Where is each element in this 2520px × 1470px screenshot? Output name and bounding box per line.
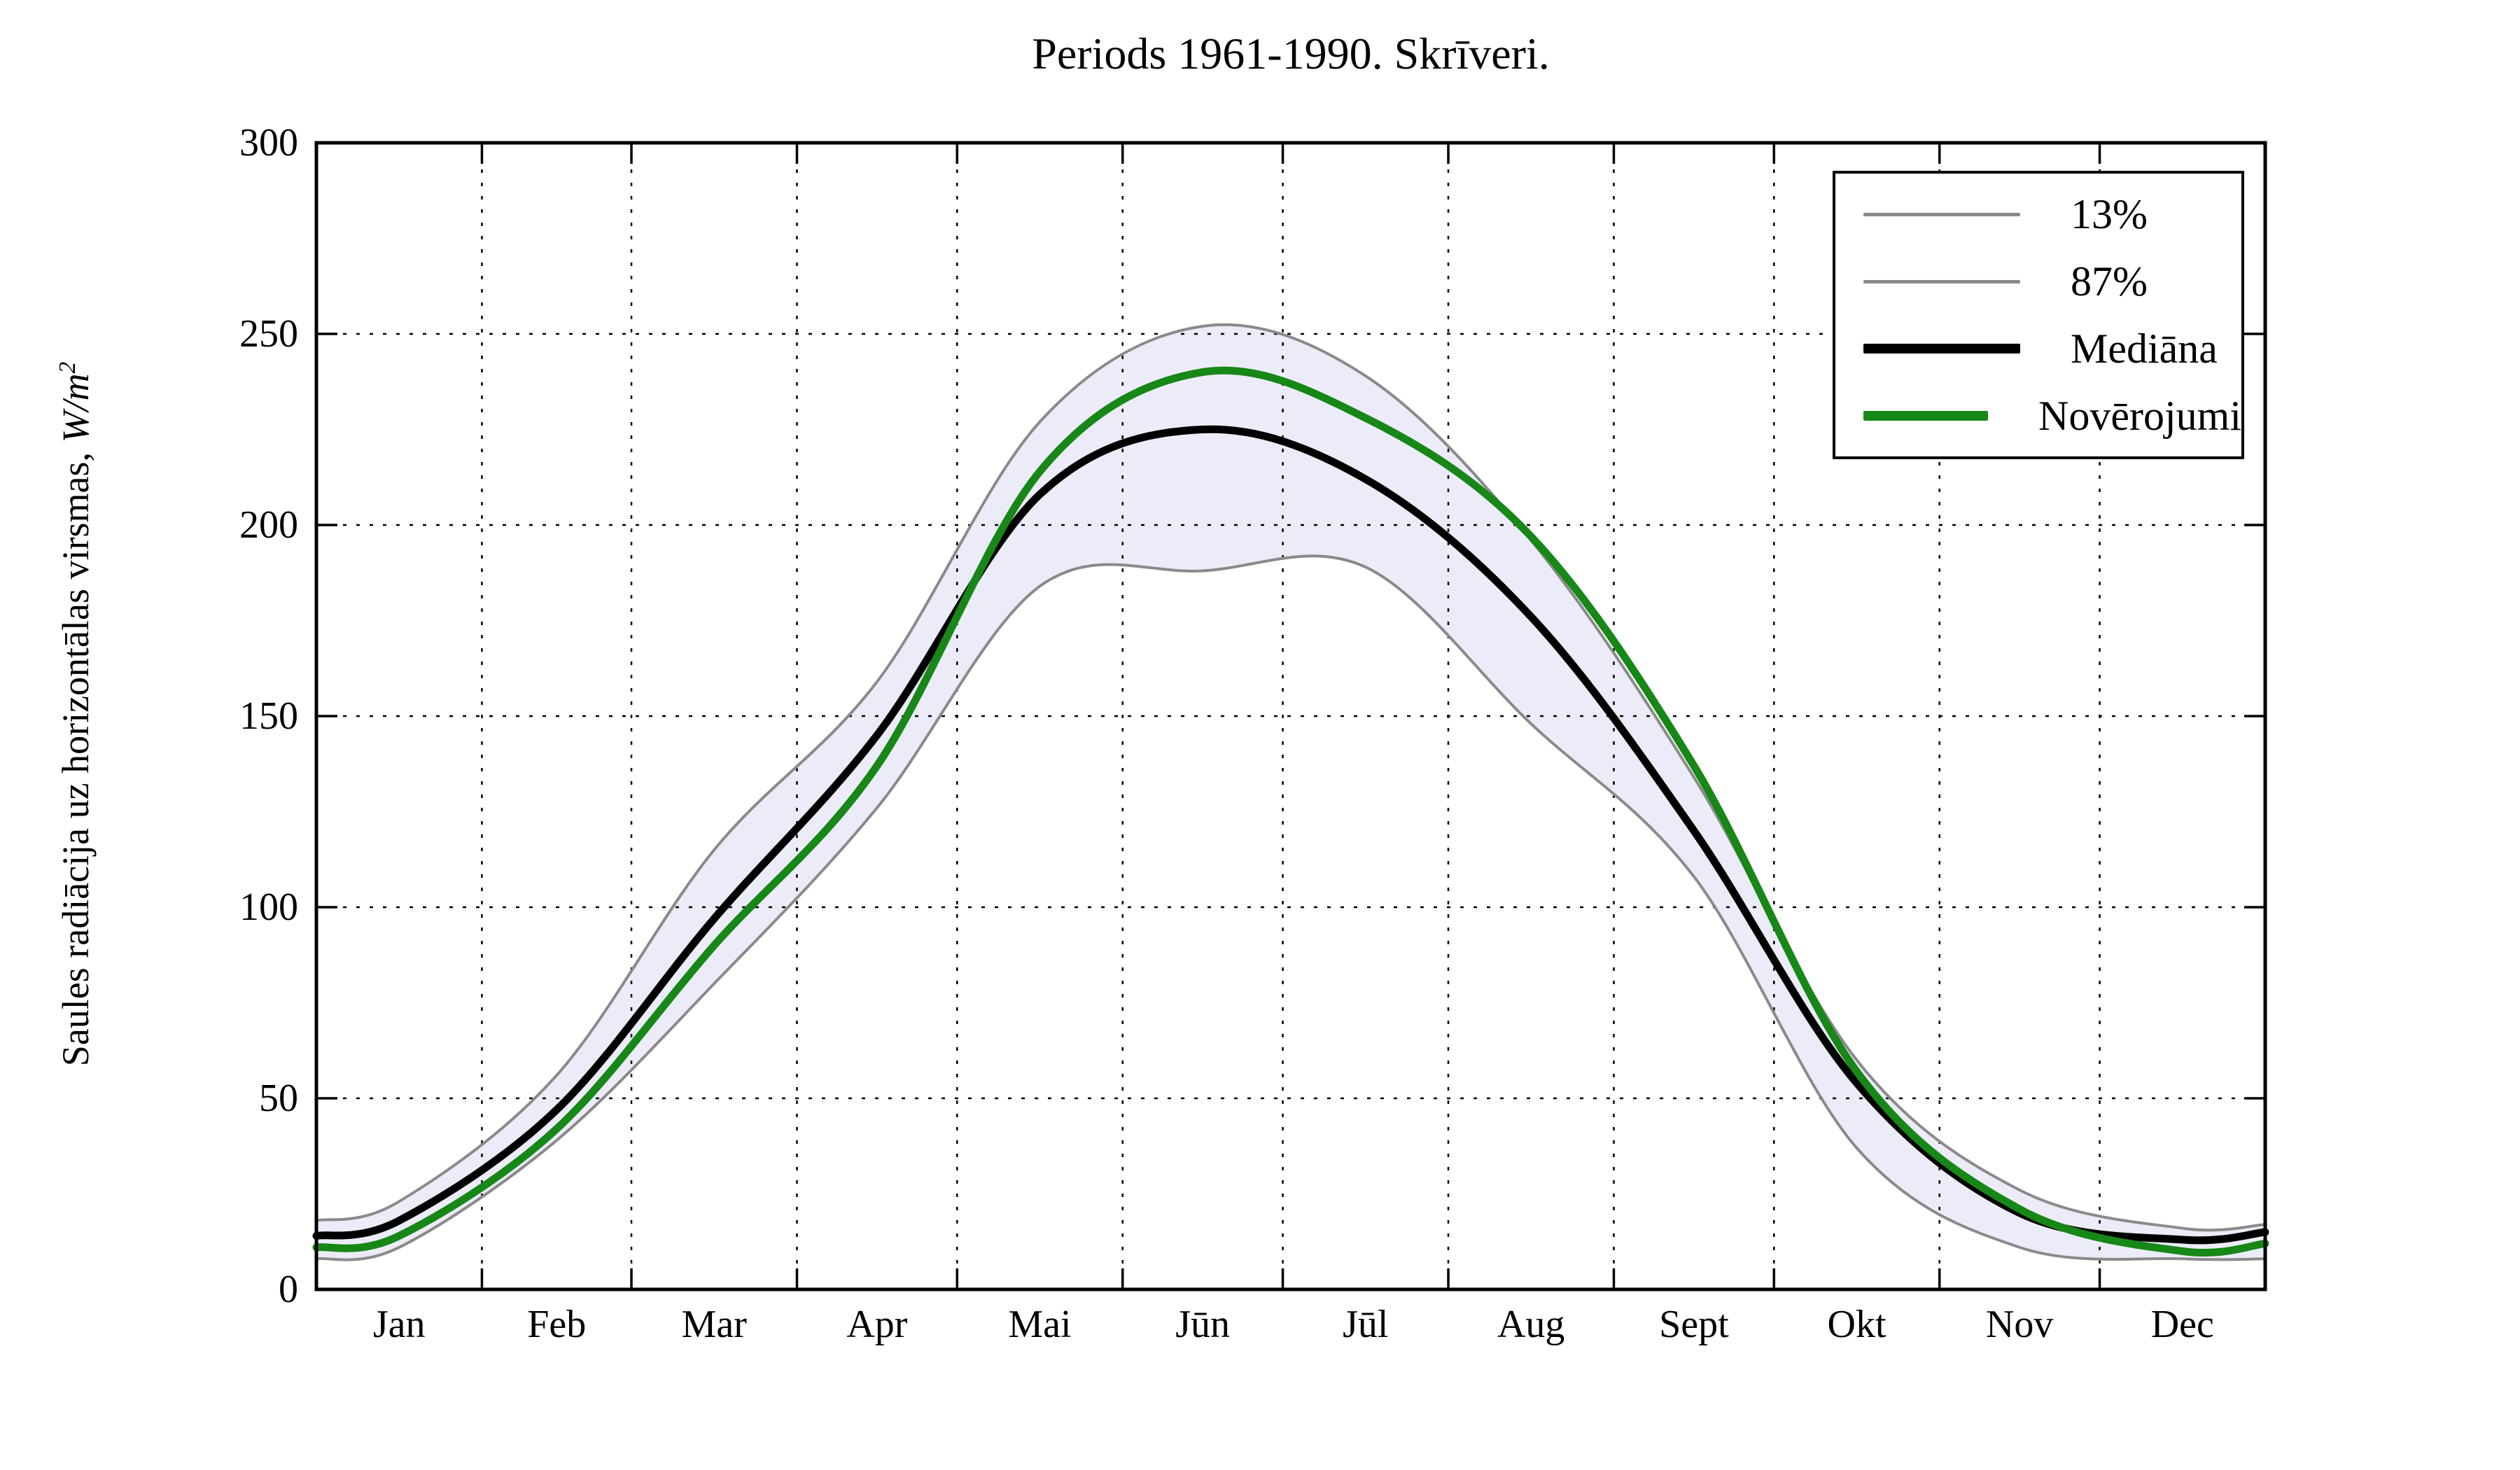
legend-line-sample <box>1863 411 1989 421</box>
y-tick-label-0: 0 <box>279 1268 298 1311</box>
legend-entry-87%: 87% <box>1835 258 2241 306</box>
x-tick-label-Mar: Mar <box>681 1303 747 1346</box>
legend-entry-Novērojumi: Novērojumi <box>1835 392 2241 440</box>
x-tick-label-Jūn: Jūn <box>1175 1303 1231 1346</box>
legend-entry-Mediāna: Mediāna <box>1835 325 2241 373</box>
legend-label: 13% <box>2071 190 2148 237</box>
x-tick-label-Mai: Mai <box>1008 1303 1072 1346</box>
y-tick-label-300: 300 <box>239 121 298 164</box>
legend-label: Novērojumi <box>2038 392 2241 439</box>
x-tick-label-Sept: Sept <box>1659 1303 1729 1346</box>
x-tick-label-Nov: Nov <box>1985 1303 2054 1346</box>
chart-title: Periods 1961-1990. Skrīveri. <box>1032 29 1550 78</box>
percentile-band <box>316 324 2265 1260</box>
x-tick-label-Aug: Aug <box>1497 1303 1565 1346</box>
line-noverojumi <box>312 366 2269 1257</box>
x-tick-label-Dec: Dec <box>2150 1303 2214 1346</box>
x-tick-label-Jan: Jan <box>372 1303 426 1346</box>
legend-entry-13%: 13% <box>1835 190 2241 239</box>
legend-label: 87% <box>2071 258 2148 304</box>
legend-line-sample <box>1863 344 2020 354</box>
line-87pct <box>316 323 2266 1232</box>
line-13pct <box>316 554 2266 1261</box>
x-tick-label-Apr: Apr <box>846 1303 908 1346</box>
y-tick-label-150: 150 <box>239 694 298 738</box>
legend-line-sample <box>1863 212 2020 216</box>
x-tick-label-Jūl: Jūl <box>1343 1303 1389 1346</box>
y-tick-label-250: 250 <box>239 312 298 356</box>
x-tick-label-Feb: Feb <box>527 1303 587 1346</box>
y-tick-label-100: 100 <box>239 886 298 929</box>
legend: 13% 87% Mediāna Novērojumi <box>1833 171 2244 459</box>
legend-label: Mediāna <box>2071 325 2218 372</box>
y-tick-label-200: 200 <box>239 503 298 547</box>
x-tick-label-Okt: Okt <box>1827 1303 1886 1346</box>
legend-line-sample <box>1863 279 2020 284</box>
y-tick-label-50: 50 <box>259 1077 298 1120</box>
line-mediana <box>312 425 2269 1245</box>
